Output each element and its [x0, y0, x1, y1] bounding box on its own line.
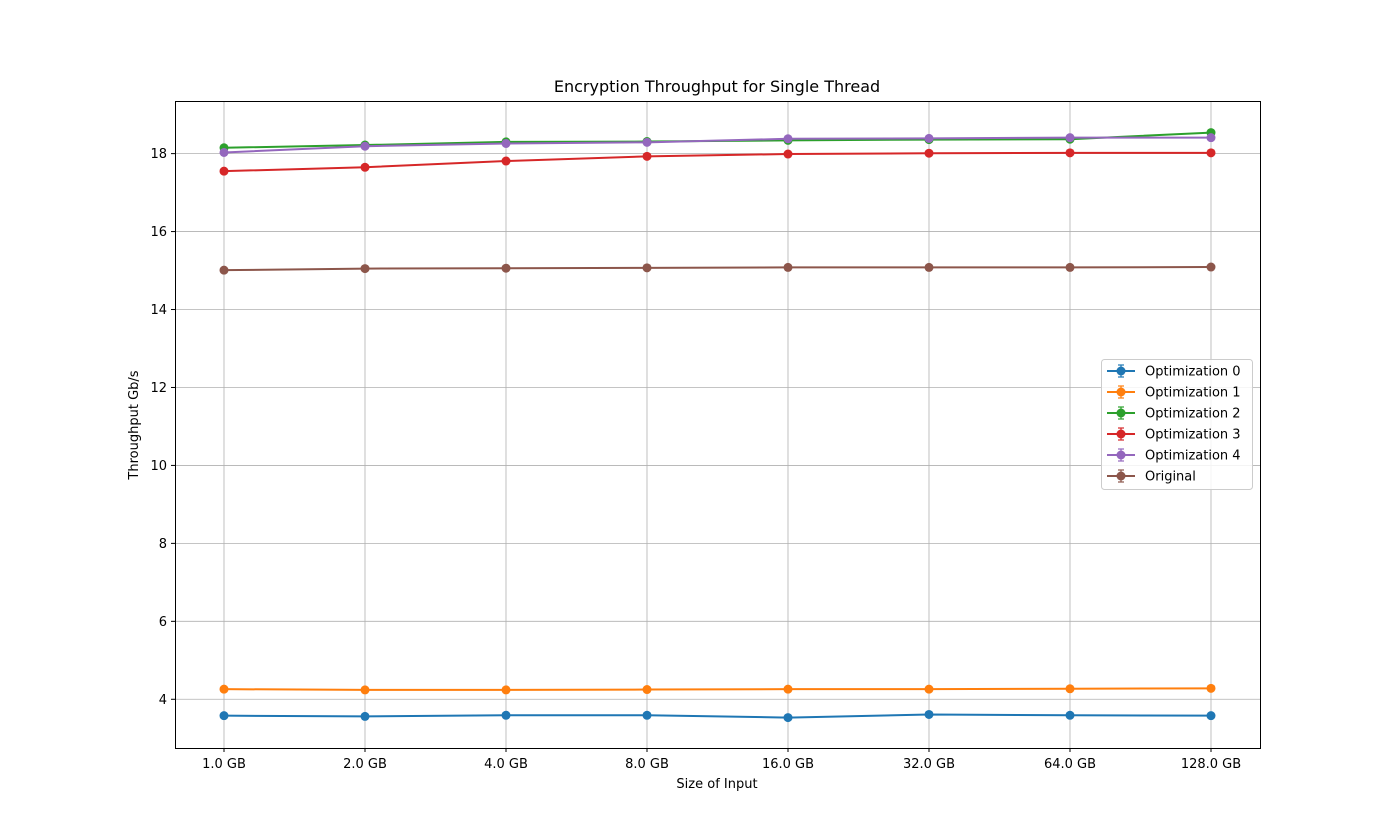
data-point-optimization-0 [219, 711, 229, 721]
data-point-original [360, 264, 370, 274]
legend-label: Original [1145, 470, 1196, 485]
series-optimization-4 [219, 133, 1216, 157]
y-tick-label: 12 [150, 381, 167, 396]
legend-marker [1116, 450, 1126, 460]
data-point-optimization-4 [219, 147, 229, 157]
series-optimization-1 [219, 683, 1216, 695]
legend-item-optimization-0: Optimization 0 [1107, 364, 1241, 380]
data-point-optimization-0 [783, 713, 793, 723]
data-point-original [783, 262, 793, 272]
legend-item-original: Original [1107, 469, 1196, 485]
plot-area-frame [175, 101, 1261, 749]
legend-item-optimization-1: Optimization 1 [1107, 385, 1241, 401]
data-point-optimization-1 [924, 684, 934, 694]
y-tick-label: 8 [159, 537, 167, 552]
series-line-optimization-4 [223, 136, 1211, 154]
grid [175, 101, 1260, 748]
data-point-optimization-0 [1065, 710, 1075, 720]
data-point-optimization-1 [501, 685, 511, 695]
x-tick-label: 128.0 GB [1181, 757, 1241, 772]
data-point-optimization-4 [783, 134, 793, 144]
data-point-optimization-4 [642, 137, 652, 147]
series-line-optimization-1 [223, 687, 1212, 691]
legend-marker [1116, 471, 1126, 481]
y-tick-label: 16 [150, 225, 167, 240]
x-tick-label: 32.0 GB [903, 757, 955, 772]
series-line-optimization-3 [223, 151, 1211, 173]
x-tick-label: 1.0 GB [202, 757, 246, 772]
data-point-optimization-3 [1206, 148, 1216, 158]
series-layer [219, 128, 1216, 723]
x-tick-label: 4.0 GB [484, 757, 528, 772]
data-point-original [924, 262, 934, 272]
series-line-original [223, 266, 1212, 272]
data-point-optimization-1 [783, 684, 793, 694]
data-point-optimization-1 [360, 685, 370, 695]
legend-item-optimization-3: Optimization 3 [1107, 427, 1241, 443]
y-tick-label: 18 [150, 147, 167, 162]
series-line-optimization-0 [223, 713, 1212, 719]
legend-label: Optimization 2 [1145, 407, 1241, 422]
data-point-optimization-3 [219, 166, 229, 176]
legend-label: Optimization 3 [1145, 428, 1241, 443]
data-point-optimization-0 [360, 711, 370, 721]
y-axis-ticks: 4 6 8 10 12 14 16 18 [150, 147, 175, 708]
y-tick-label: 4 [159, 693, 167, 708]
data-point-optimization-3 [924, 148, 934, 158]
data-point-original [501, 263, 511, 273]
data-point-optimization-4 [360, 141, 370, 151]
series-original [219, 262, 1216, 275]
legend-item-optimization-4: Optimization 4 [1107, 448, 1241, 464]
data-point-optimization-0 [642, 710, 652, 720]
data-point-optimization-1 [642, 685, 652, 695]
legend-marker [1116, 429, 1126, 439]
data-point-optimization-1 [219, 684, 229, 694]
legend-item-optimization-2: Optimization 2 [1107, 406, 1241, 422]
chart-title: Encryption Throughput for Single Thread [554, 77, 880, 96]
data-point-original [642, 263, 652, 273]
data-point-original [219, 265, 229, 275]
series-optimization-0 [219, 709, 1216, 723]
legend-marker [1116, 387, 1126, 397]
x-tick-label: 2.0 GB [343, 757, 387, 772]
data-point-optimization-1 [1206, 683, 1216, 693]
data-point-optimization-4 [501, 138, 511, 148]
data-point-optimization-4 [924, 133, 934, 143]
data-point-original [1206, 262, 1216, 272]
data-point-optimization-3 [1065, 148, 1075, 158]
x-tick-label: 64.0 GB [1044, 757, 1096, 772]
x-axis-ticks: 1.0 GB 2.0 GB 4.0 GB 8.0 GB 16.0 GB 32.0 GB 64… [202, 748, 1241, 772]
y-tick-label: 14 [150, 303, 167, 318]
data-point-optimization-0 [1206, 711, 1216, 721]
x-tick-label: 8.0 GB [625, 757, 669, 772]
legend: Optimization 0 Optimization 1 Optimization… [1101, 359, 1253, 490]
data-point-optimization-0 [924, 709, 934, 719]
y-tick-label: 6 [159, 615, 167, 630]
x-tick-label: 16.0 GB [762, 757, 814, 772]
data-point-optimization-3 [501, 156, 511, 166]
x-axis-label: Size of Input [676, 777, 757, 792]
legend-box [1101, 359, 1253, 490]
series-optimization-3 [219, 148, 1216, 176]
data-point-optimization-1 [1065, 684, 1075, 694]
legend-label: Optimization 0 [1145, 365, 1241, 380]
legend-label: Optimization 1 [1145, 386, 1241, 401]
y-axis-label: Throughput Gb/s [127, 370, 142, 480]
data-point-optimization-4 [1065, 133, 1075, 143]
data-point-optimization-3 [360, 162, 370, 172]
legend-marker [1116, 366, 1126, 376]
legend-label: Optimization 4 [1145, 449, 1241, 464]
data-point-optimization-3 [642, 151, 652, 161]
data-point-optimization-3 [783, 149, 793, 159]
data-point-original [1065, 262, 1075, 272]
data-point-optimization-0 [501, 710, 511, 720]
data-point-optimization-4 [1206, 133, 1216, 143]
y-tick-label: 10 [150, 459, 167, 474]
legend-marker [1116, 408, 1126, 418]
